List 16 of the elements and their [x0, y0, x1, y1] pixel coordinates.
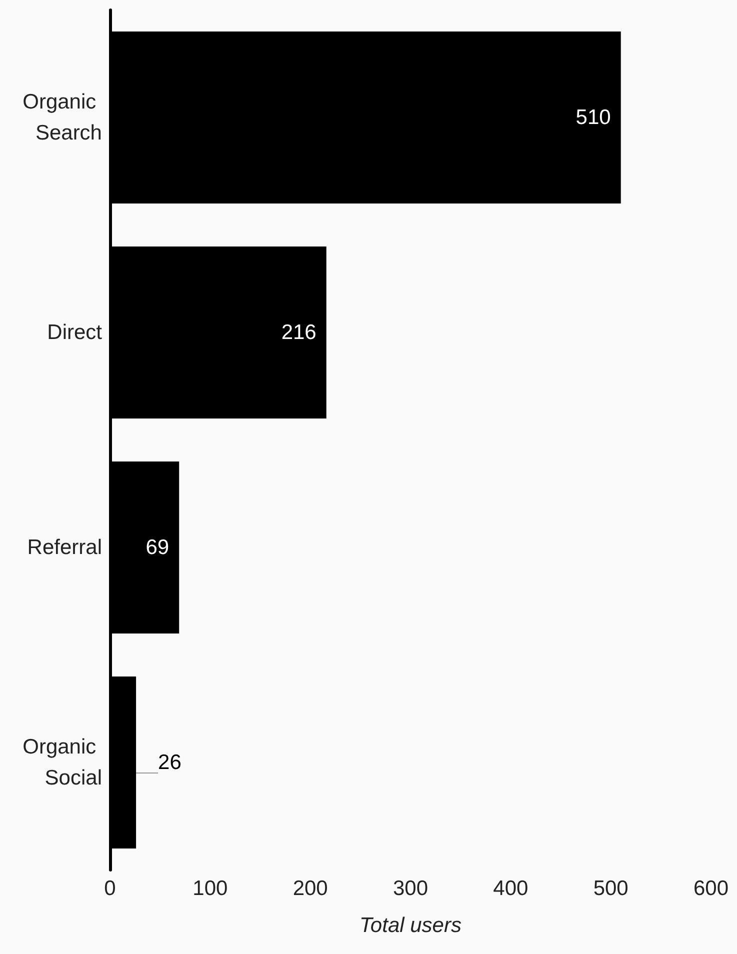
y-tick-label: Organic Search	[22, 90, 102, 144]
data-label: 510	[576, 106, 611, 129]
x-tick-label: 500	[593, 877, 628, 900]
y-tick-label: Direct	[47, 321, 102, 344]
x-tick-label: 0	[104, 877, 116, 900]
x-tick-label: 300	[392, 877, 428, 900]
x-tick-label: 100	[192, 877, 228, 900]
data-label: 216	[281, 321, 316, 344]
y-tick-label: Organic Social	[22, 736, 102, 790]
data-label: 69	[146, 536, 170, 559]
x-axis-title: Total users	[360, 914, 462, 937]
x-tick-label: 400	[493, 877, 528, 900]
x-tick-label: 200	[292, 877, 328, 900]
data-label: 26	[158, 751, 182, 774]
y-tick-label: Referral	[27, 536, 102, 559]
x-tick-label: 600	[693, 877, 729, 900]
